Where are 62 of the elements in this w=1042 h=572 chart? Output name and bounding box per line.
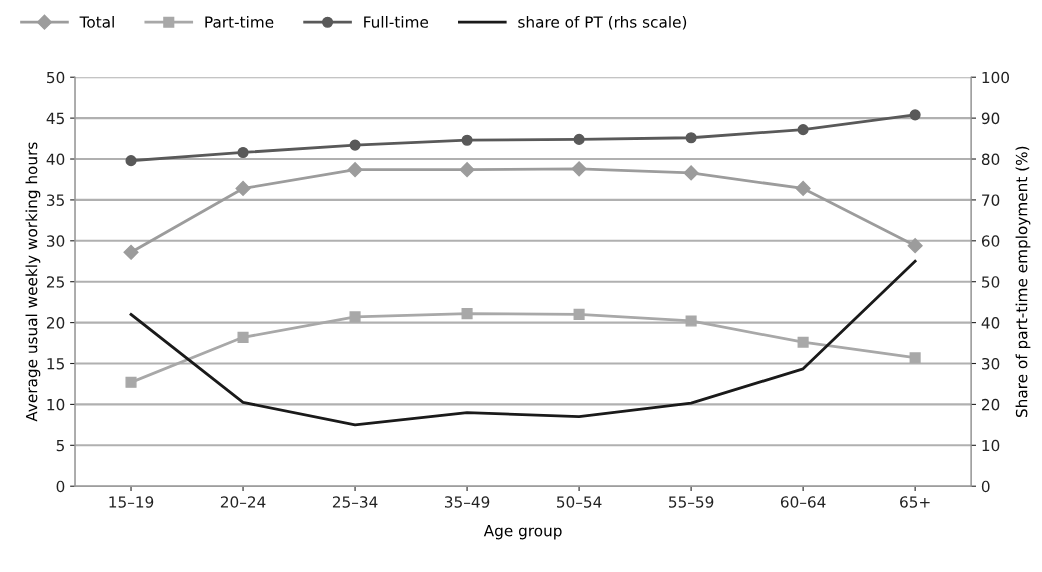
x-tick-label: 20–24 [220,496,266,508]
point [459,162,475,178]
line-series [129,259,917,427]
y2-tick-label: 40 [981,317,1000,329]
x-axis-title: Age group [483,525,562,540]
y-tick-label: 50 [47,71,65,84]
x-tick-label: 15–19 [109,496,154,508]
point [795,180,811,197]
point [349,139,361,151]
x-tick-label: 35–49 [444,496,490,508]
legend-label: share of PT (rhs scale) [518,15,687,30]
point [125,155,137,167]
y2-tick-label: 90 [981,112,1000,125]
point [797,336,809,348]
y-tick-label: 35 [47,194,64,206]
y2-tick-label: 80 [981,153,1000,166]
legend-label: Part-time [205,15,274,28]
y2-tick-label: 20 [981,398,1000,411]
y-tick-label: 40 [46,153,65,166]
y2-tick-label: 0 [981,480,990,493]
point [237,331,249,343]
point [573,308,585,320]
x-tick-label: 55–59 [669,496,714,508]
y-tick-label: 25 [46,276,64,288]
x-tick-label: 60–64 [780,496,826,508]
point [683,165,699,181]
x-tick-label: 50–54 [557,496,602,508]
x-tick-label: 65+ [900,496,930,508]
y-tick-label: 45 [46,112,64,125]
point [907,238,923,254]
point [461,134,473,146]
y2-tick-label: 10 [982,439,1000,452]
y-tick-label: 0 [56,480,65,493]
point [461,308,473,320]
point [573,133,585,145]
point [237,146,249,159]
point [571,161,587,177]
point [685,315,697,327]
point [123,244,139,260]
legend-label: Total [79,15,114,28]
y2-tick-label: 100 [982,71,1010,84]
point [349,311,361,323]
y-tick-label: 30 [47,235,65,247]
y-tick-label: 15 [47,358,64,370]
y-tick-label: 5 [56,439,64,452]
point [235,180,251,197]
y2-tick-label: 30 [982,357,1000,370]
y-axis-title: Average usual weekly working hours [25,142,41,422]
y-tick-label: 20 [46,317,65,329]
point [347,162,363,178]
point [797,124,809,136]
y2-tick-label: 50 [982,276,1000,288]
point [685,132,697,144]
y2-axis-title: Share of part-time employment (%) [1015,146,1031,417]
y2-tick-label: 60 [981,235,1000,247]
point [909,109,921,121]
legend-label: Full-time [364,15,429,28]
point [909,352,921,364]
y-tick-label: 10 [47,398,65,411]
x-tick-label: 25–34 [332,496,378,508]
y2-tick-label: 70 [982,194,1000,206]
point [125,376,137,388]
